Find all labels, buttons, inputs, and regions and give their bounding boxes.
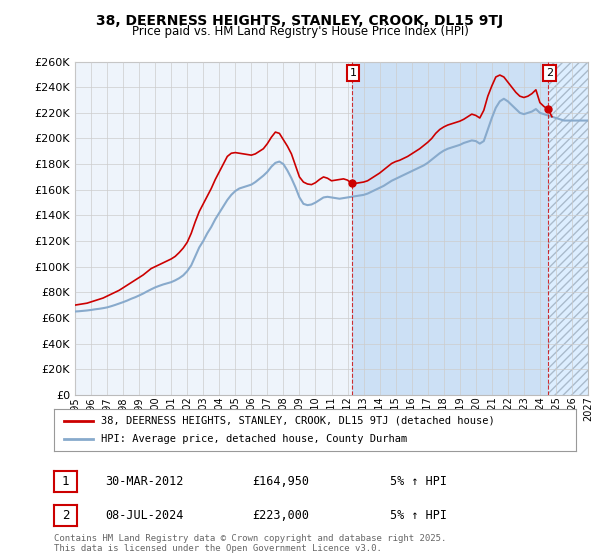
Text: HPI: Average price, detached house, County Durham: HPI: Average price, detached house, Coun… bbox=[101, 434, 407, 444]
Bar bbox=[352, 62, 548, 395]
Text: 1: 1 bbox=[350, 68, 356, 78]
Text: 5% ↑ HPI: 5% ↑ HPI bbox=[390, 508, 447, 522]
Bar bbox=[548, 62, 588, 395]
Text: £164,950: £164,950 bbox=[252, 475, 309, 488]
Text: 2: 2 bbox=[62, 508, 69, 522]
Text: 38, DEERNESS HEIGHTS, STANLEY, CROOK, DL15 9TJ (detached house): 38, DEERNESS HEIGHTS, STANLEY, CROOK, DL… bbox=[101, 416, 495, 426]
Text: Contains HM Land Registry data © Crown copyright and database right 2025.
This d: Contains HM Land Registry data © Crown c… bbox=[54, 534, 446, 553]
Text: 2: 2 bbox=[546, 68, 553, 78]
Text: 08-JUL-2024: 08-JUL-2024 bbox=[105, 508, 184, 522]
Bar bbox=[548, 62, 588, 395]
Text: 1: 1 bbox=[62, 475, 69, 488]
Text: £223,000: £223,000 bbox=[252, 508, 309, 522]
Text: 30-MAR-2012: 30-MAR-2012 bbox=[105, 475, 184, 488]
Text: 38, DEERNESS HEIGHTS, STANLEY, CROOK, DL15 9TJ: 38, DEERNESS HEIGHTS, STANLEY, CROOK, DL… bbox=[97, 14, 503, 28]
Text: Price paid vs. HM Land Registry's House Price Index (HPI): Price paid vs. HM Land Registry's House … bbox=[131, 25, 469, 38]
Text: 5% ↑ HPI: 5% ↑ HPI bbox=[390, 475, 447, 488]
